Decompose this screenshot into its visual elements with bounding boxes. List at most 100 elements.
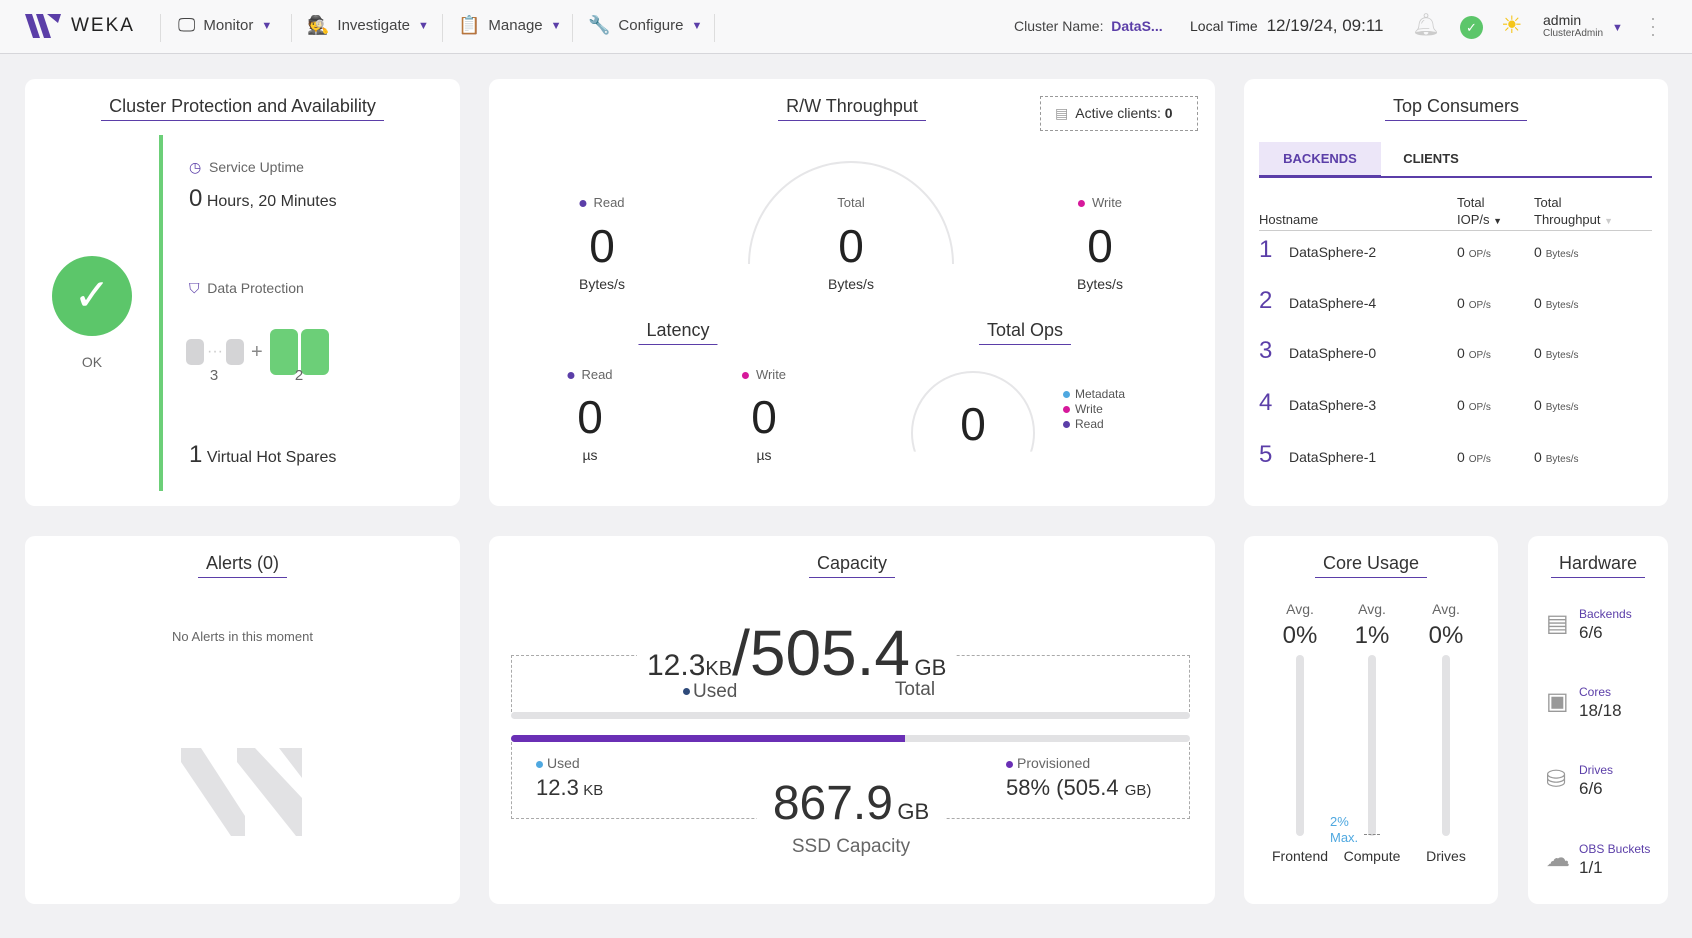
total-label: Total <box>837 195 865 210</box>
spares-label: Virtual Hot Spares <box>206 449 337 466</box>
ssd-used-unit: KB <box>583 782 604 799</box>
latency-title: Latency <box>638 320 718 345</box>
consumer-row[interactable]: 5 DataSphere-1 0 OP/s 0 Bytes/s <box>1259 441 1653 475</box>
legend-write: Write <box>1075 402 1103 416</box>
active-clients-value: 0 <box>1164 105 1173 121</box>
alerts-card: Alerts (0) No Alerts in this moment <box>25 536 460 904</box>
col-throughput[interactable]: Total Throughput ▼ <box>1534 194 1624 230</box>
spares-count: 1 <box>189 441 203 468</box>
iops-unit: OP/s <box>1468 350 1491 361</box>
no-alerts-text: No Alerts in this moment <box>172 629 313 644</box>
total-ops-title: Total Ops <box>978 320 1072 345</box>
iops-cell: 0 OP/s <box>1457 345 1491 361</box>
max-value: 2% <box>1330 814 1349 829</box>
sun-icon[interactable]: ☀ <box>1501 12 1523 39</box>
compute-max: 2% Max. <box>1330 814 1358 846</box>
iops-cell: 0 OP/s <box>1457 295 1491 311</box>
tab-clients[interactable]: CLIENTS <box>1403 151 1459 166</box>
status-ok-icon: ✓ <box>52 256 132 336</box>
data-protection-label: Data Protection <box>207 280 304 296</box>
hardware-value: 18/18 <box>1579 701 1622 720</box>
local-time-value: 12/19/24, 09:11 <box>1266 16 1384 35</box>
ssd-capacity-unit: GB <box>897 799 930 824</box>
ssd-capacity-value: 867.9 <box>772 777 893 830</box>
used-value: 12.3 <box>647 649 706 682</box>
nav-configure[interactable]: 🔧 Configure ▼ <box>588 15 702 36</box>
write-value: 0 <box>1087 220 1113 272</box>
user-menu[interactable]: admin ClusterAdmin <box>1543 12 1603 39</box>
chevron-down-icon: ▼ <box>417 19 429 32</box>
shield-icon: ⛉ <box>189 280 200 296</box>
total-unit: Bytes/s <box>828 276 874 292</box>
brand-name: WEKA <box>71 15 135 36</box>
rank: 5 <box>1259 441 1273 468</box>
provisioned-percent: 58% <box>1006 775 1051 800</box>
throughput-value: 0 <box>1534 449 1542 465</box>
iops-unit: OP/s <box>1468 249 1491 260</box>
provisioned-label: Provisioned <box>1017 755 1091 771</box>
avg-label: Avg. <box>1432 601 1460 617</box>
throughput-cell: 0 Bytes/s <box>1534 295 1578 311</box>
card-title: R/W Throughput <box>778 96 926 121</box>
tab-backends[interactable]: BACKENDS <box>1259 142 1381 177</box>
chevron-down-icon: ▼ <box>550 19 562 32</box>
hardware-card: Hardware ▤ Backends 6/6 ▣ Cores 18/18 ⛁ Dr… <box>1528 536 1668 904</box>
iops-value: 0 <box>1457 244 1465 260</box>
nav-manage[interactable]: 📋 Manage ▼ <box>458 15 562 36</box>
health-ok-icon[interactable]: ✓ <box>1460 16 1483 39</box>
monitor-icon: 🖵 <box>178 15 196 35</box>
throughput-cell: 0 Bytes/s <box>1534 449 1578 465</box>
total-value: 0 <box>838 220 864 272</box>
col-hostname[interactable]: Hostname <box>1259 212 1319 227</box>
consumer-row[interactable]: 2 DataSphere-4 0 OP/s 0 Bytes/s <box>1259 287 1653 321</box>
hardware-value: 6/6 <box>1579 623 1603 642</box>
status-line <box>159 135 163 491</box>
capacity-totals: 12.3KB/505.4 GB <box>637 616 957 690</box>
nav-monitor[interactable]: 🖵 Monitor ▼ <box>178 15 272 36</box>
read-unit: Bytes/s <box>579 276 625 292</box>
col-iops-label: Total IOP/s <box>1457 195 1490 227</box>
weka-logo[interactable]: WEKA <box>25 14 135 38</box>
core-usage-bar <box>1368 655 1376 836</box>
hostname: DataSphere-3 <box>1289 397 1377 413</box>
core-usage-bar <box>1442 655 1450 836</box>
bell-icon[interactable]: 🔔︎ <box>1412 12 1440 37</box>
chevron-down-icon[interactable]: ▼ <box>1612 22 1623 34</box>
used-label: Used <box>693 681 738 702</box>
clipboard-gear-icon: 📋 <box>458 15 481 35</box>
core-name: Drives <box>1426 848 1466 864</box>
iops-value: 0 <box>1457 295 1465 311</box>
cluster-protection-card: Cluster Protection and Availability ✓ OK… <box>25 79 460 506</box>
active-clients-box[interactable]: ▤ Active clients: 0 <box>1040 96 1198 131</box>
consumer-row[interactable]: 3 DataSphere-0 0 OP/s 0 Bytes/s <box>1259 337 1653 371</box>
write-unit: Bytes/s <box>1077 276 1123 292</box>
consumer-row[interactable]: 4 DataSphere-3 0 OP/s 0 Bytes/s <box>1259 389 1653 423</box>
card-title: Capacity <box>808 553 896 578</box>
throughput-value: 0 <box>1534 295 1542 311</box>
throughput-cell: 0 Bytes/s <box>1534 397 1578 413</box>
max-label: Max. <box>1330 830 1359 845</box>
col-iops[interactable]: Total IOP/s ▼ <box>1457 194 1507 230</box>
chevron-down-icon: ▼ <box>261 19 273 32</box>
more-menu-icon[interactable]: · · · <box>1650 8 1656 44</box>
total-ops-value: 0 <box>960 398 986 450</box>
throughput-value: 0 <box>1534 345 1542 361</box>
throughput-cell: 0 Bytes/s <box>1534 244 1578 260</box>
consumer-row[interactable]: 1 DataSphere-2 0 OP/s 0 Bytes/s <box>1259 236 1653 270</box>
rank: 3 <box>1259 337 1273 364</box>
top-nav: WEKA 🖵 Monitor ▼ 🕵 Investigate ▼ 📋 Manage ▼ 🔧 C… <box>0 0 1692 54</box>
nav-investigate[interactable]: 🕵 Investigate ▼ <box>307 15 429 36</box>
card-title: Cluster Protection and Availability <box>101 96 384 121</box>
avg-value: 0% <box>1428 622 1464 649</box>
weka-logo-icon <box>25 14 61 38</box>
hostname: DataSphere-1 <box>1289 449 1377 465</box>
hardware-value: 1/1 <box>1579 858 1603 877</box>
uptime-text: Hours, 20 Minutes <box>206 193 337 210</box>
drive-icon: ⛁ <box>1546 766 1567 793</box>
iops-value: 0 <box>1457 449 1465 465</box>
throughput-unit: Bytes/s <box>1545 402 1579 413</box>
rank: 2 <box>1259 287 1273 314</box>
core-usage-card: Core Usage Avg. 0% Frontend Avg. 1% Compu… <box>1244 536 1498 904</box>
col-throughput-label: Total Throughput <box>1534 195 1601 227</box>
nav-label: Monitor <box>203 17 254 34</box>
